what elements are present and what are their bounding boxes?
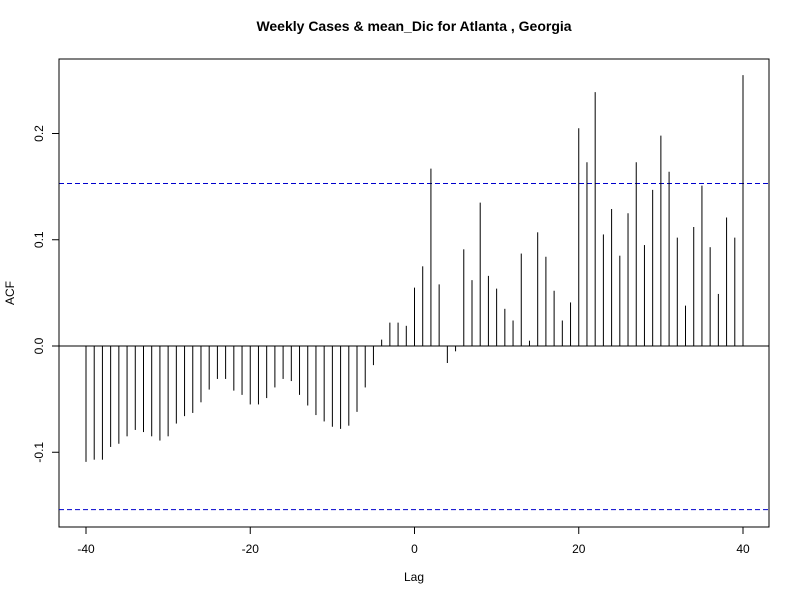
y-axis: -0.1 0.0 0.1 0.2 — [32, 125, 60, 463]
x-tick-label: -40 — [77, 542, 95, 556]
y-tick-label: 0.2 — [32, 125, 46, 142]
y-axis-label: ACF — [3, 281, 17, 305]
y-tick-label: -0.1 — [32, 442, 46, 463]
x-axis: -40 -20 0 20 40 — [77, 526, 750, 556]
x-tick-label: 0 — [411, 542, 418, 556]
y-tick-label: 0.1 — [32, 231, 46, 248]
x-tick-label: -20 — [242, 542, 260, 556]
chart-title: Weekly Cases & mean_Dic for Atlanta , Ge… — [256, 18, 571, 34]
x-tick-label: 40 — [736, 542, 750, 556]
x-tick-label: 20 — [572, 542, 586, 556]
x-axis-label: Lag — [404, 570, 424, 584]
y-tick-label: 0.0 — [32, 337, 46, 354]
acf-bars — [85, 75, 744, 462]
